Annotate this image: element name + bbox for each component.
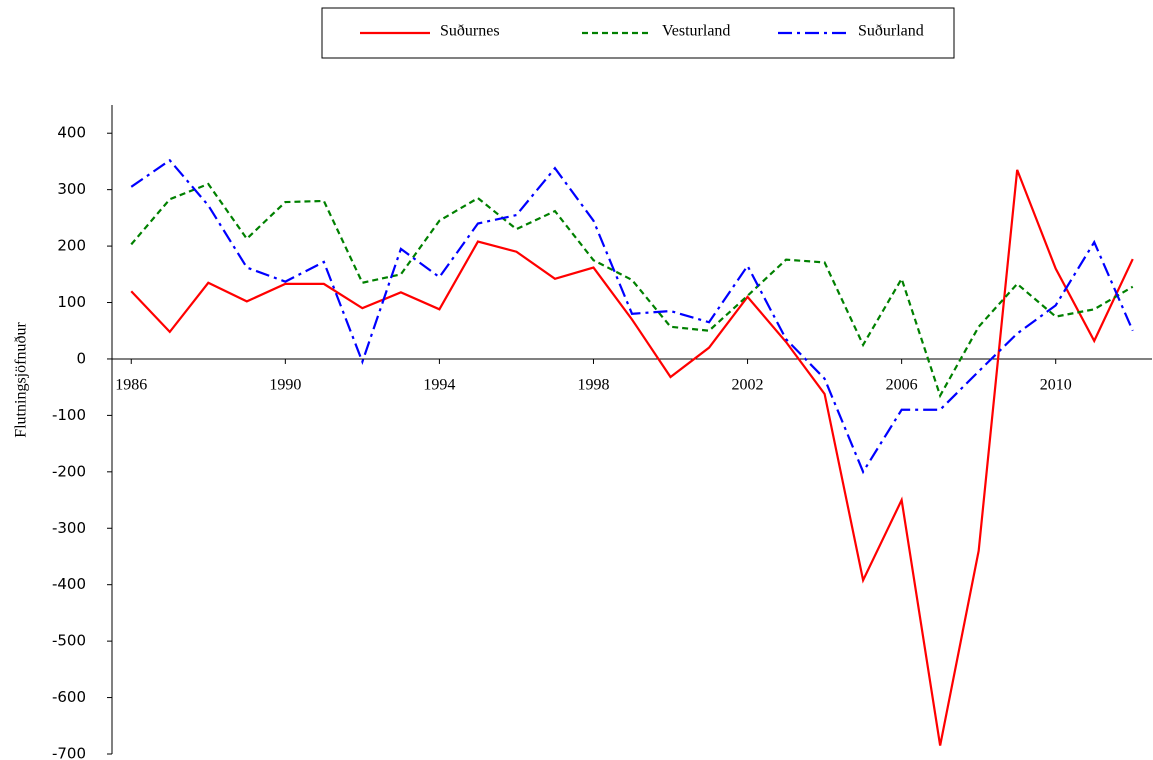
series-line bbox=[130, 158, 1134, 475]
y-tick-label: 400 bbox=[57, 124, 86, 142]
x-tick-label: 2002 bbox=[732, 377, 764, 394]
series-line bbox=[130, 169, 1134, 746]
legend-label: Suðurnes bbox=[440, 23, 500, 40]
y-tick-label: -400 bbox=[52, 575, 86, 593]
y-tick-label: -500 bbox=[52, 632, 86, 650]
x-tick-label: 1986 bbox=[115, 377, 147, 394]
x-tick-label: 1994 bbox=[423, 377, 455, 394]
y-axis-label: Flutningsjöfnuður bbox=[13, 322, 30, 438]
y-tick-label: 100 bbox=[57, 293, 86, 311]
x-tick-label: 1998 bbox=[577, 377, 609, 394]
y-tick-label: 300 bbox=[57, 180, 86, 198]
y-tick-label: 200 bbox=[57, 237, 86, 255]
y-tick-label: -100 bbox=[52, 406, 86, 424]
x-tick-label: 2010 bbox=[1040, 377, 1072, 394]
x-tick-label: 1990 bbox=[269, 377, 301, 394]
y-tick-label: -200 bbox=[52, 462, 86, 480]
y-tick-label: -700 bbox=[52, 745, 86, 760]
y-tick-label: -300 bbox=[52, 519, 86, 537]
series-line bbox=[130, 182, 1134, 399]
x-tick-label: 2006 bbox=[886, 377, 918, 394]
y-tick-label: -600 bbox=[52, 688, 86, 706]
legend-label: Suðurland bbox=[858, 23, 924, 40]
y-tick-label: 0 bbox=[76, 349, 86, 367]
legend-label: Vesturland bbox=[662, 23, 730, 40]
